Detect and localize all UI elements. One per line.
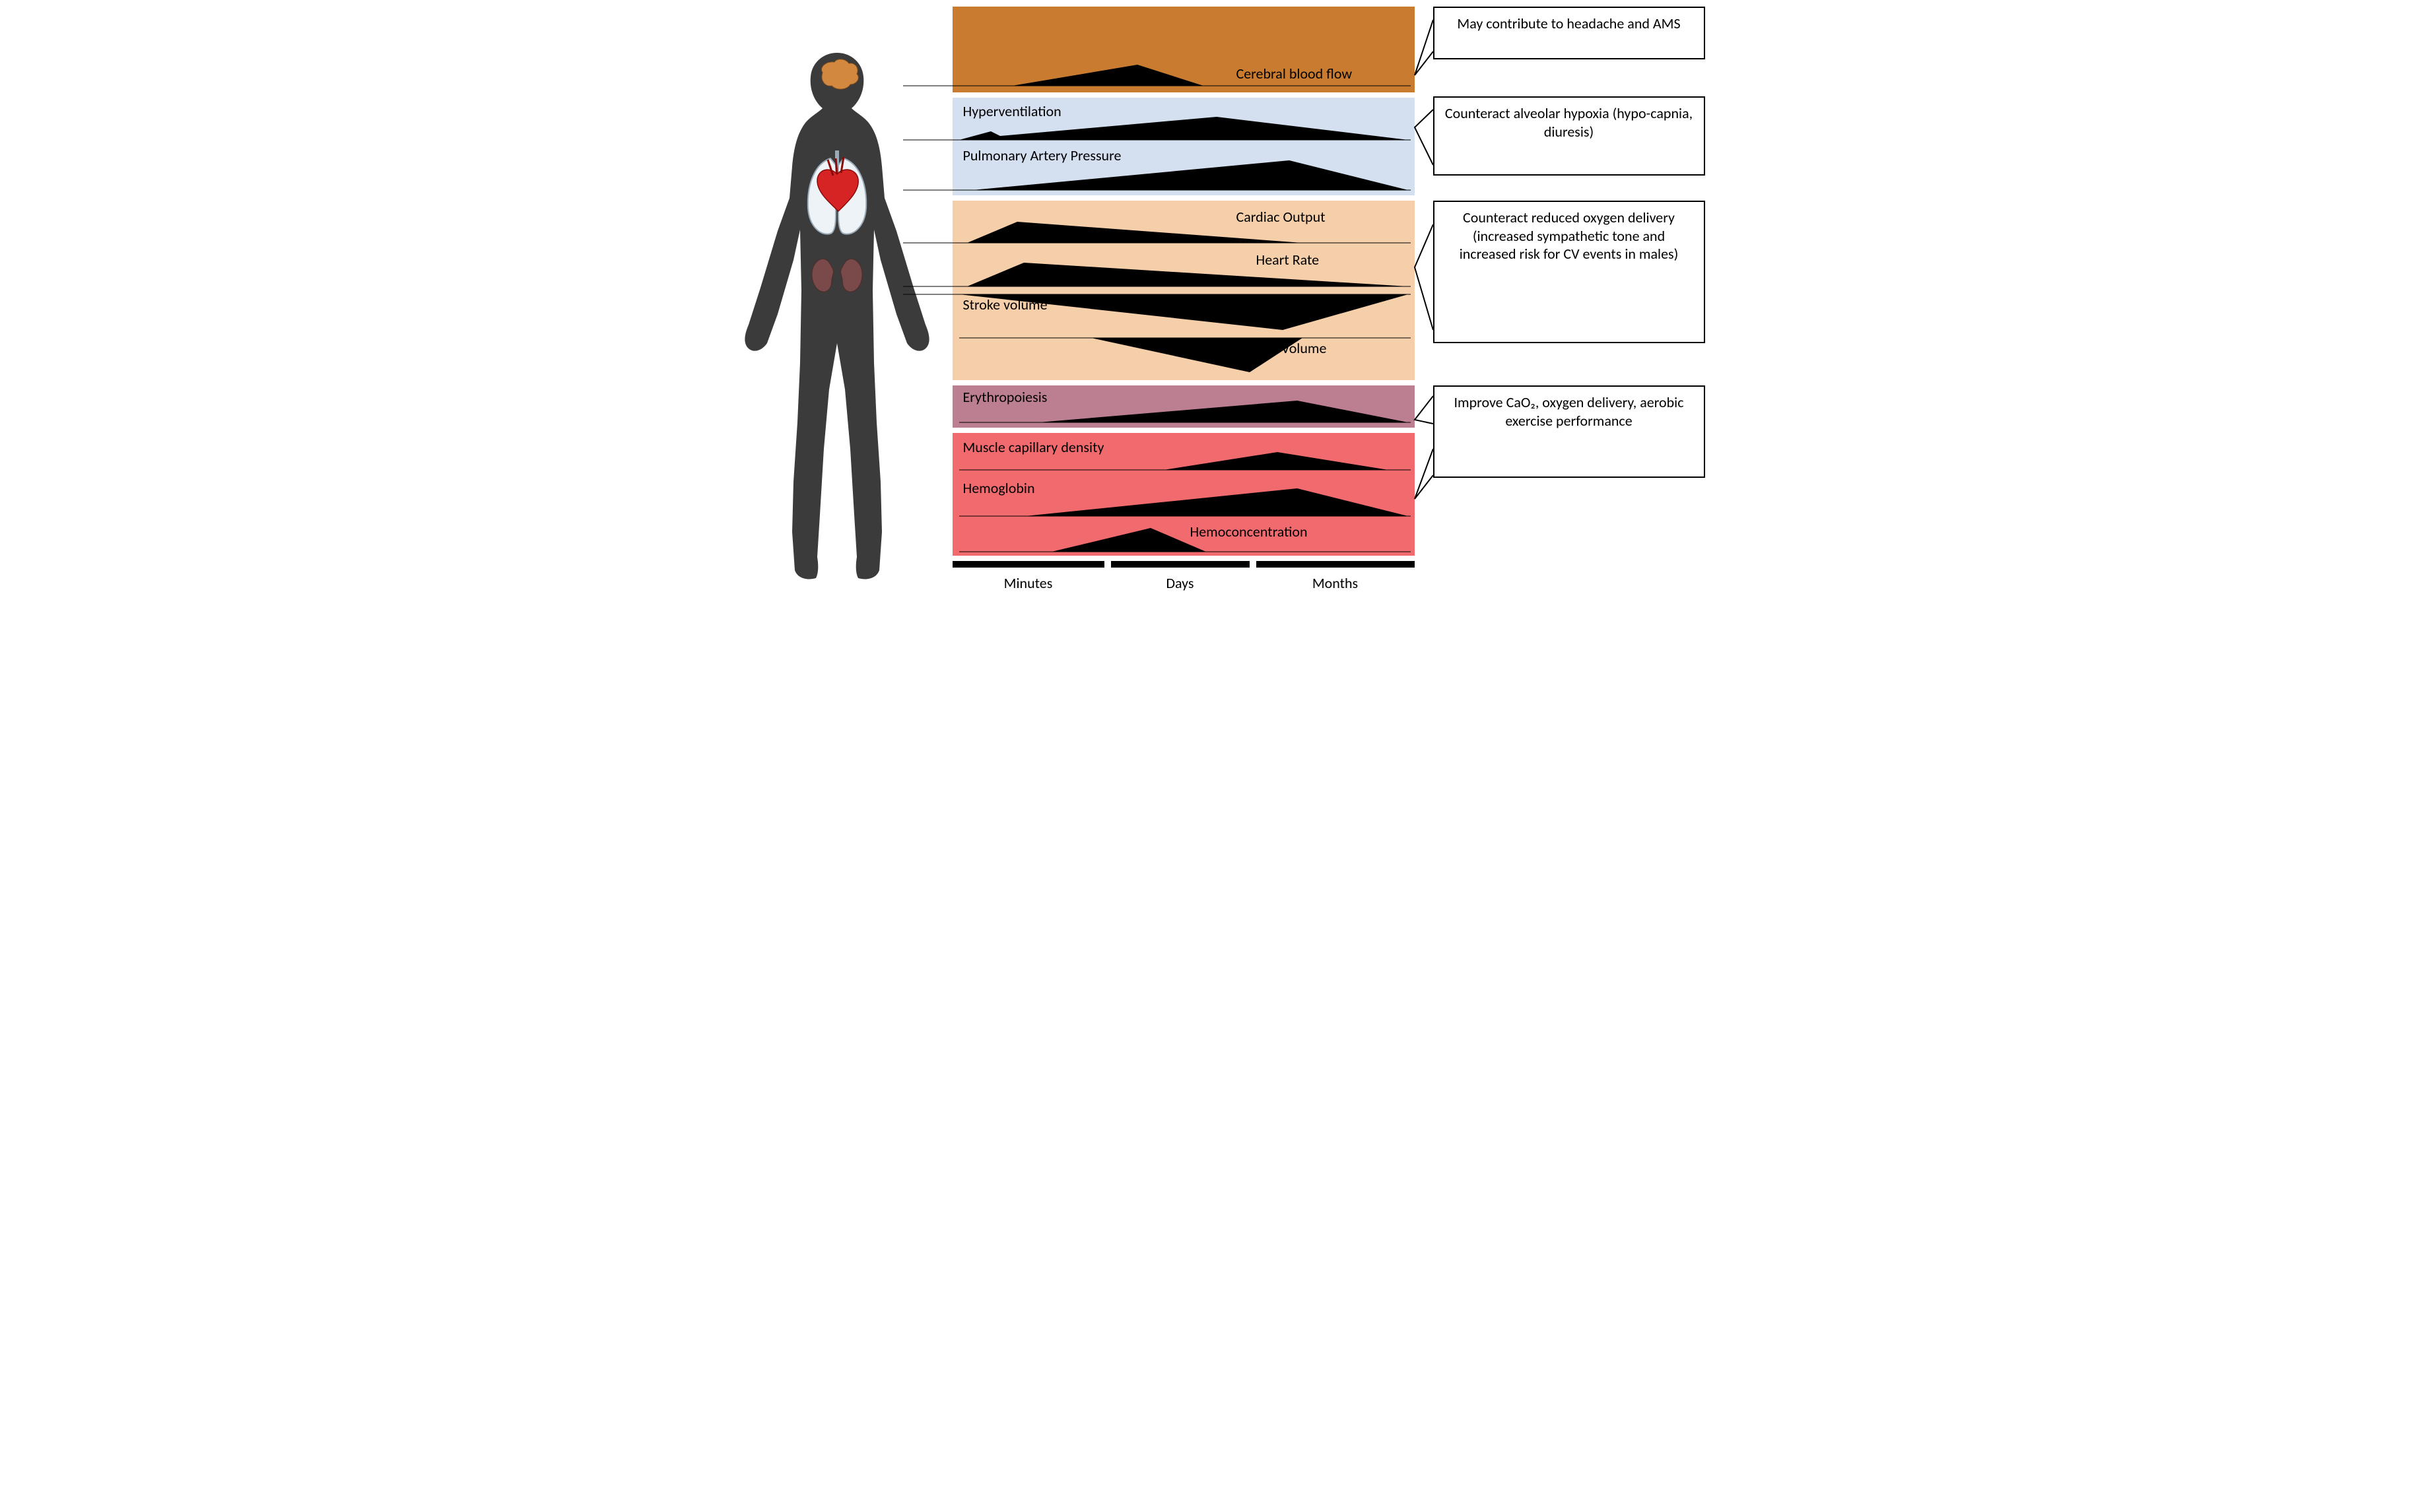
label-capillary_density: Muscle capillary density — [963, 438, 1104, 456]
human-body — [745, 53, 929, 579]
timeline-label-1: Days — [1121, 574, 1240, 592]
label-pap: Pulmonary Artery Pressure — [963, 147, 1122, 164]
label-stroke_volume: Stroke volume — [963, 296, 1048, 313]
timeline-label-0: Minutes — [966, 574, 1091, 592]
label-hyperventilation: Hyperventilation — [963, 102, 1061, 120]
callout-pointer-alveolar — [1415, 110, 1433, 165]
label-plasma_volume: Plasma Volume — [1236, 339, 1327, 357]
callout-alveolar: Counteract alveolar hypoxia (hypo-capnia… — [1433, 96, 1705, 176]
callout-oxygen_delivery: Counteract reduced oxygen delivery (incr… — [1433, 201, 1705, 343]
callout-cao2: Improve CaO₂, oxygen delivery, aerobic e… — [1433, 385, 1705, 478]
label-cerebral_blood_flow: Cerebral blood flow — [1236, 65, 1353, 82]
callout-pointer-ams — [1415, 20, 1433, 75]
kidney-left-icon — [811, 259, 833, 292]
callout-pointer-cao2-b — [1415, 449, 1433, 499]
label-hemoconcentration: Hemoconcentration — [1190, 523, 1308, 541]
callout-ams: May contribute to headache and AMS — [1433, 7, 1705, 59]
silhouette — [745, 53, 929, 579]
timeline-bar-1 — [1111, 561, 1250, 568]
timeline-label-2: Months — [1263, 574, 1408, 592]
callout-pointer-oxygen_delivery — [1415, 224, 1433, 330]
callout-pointer-cao2-a — [1415, 396, 1433, 424]
timeline-bar-0 — [953, 561, 1104, 568]
label-heart_rate: Heart Rate — [1256, 251, 1320, 269]
timeline-bar-2 — [1256, 561, 1415, 568]
label-hemoglobin: Hemoglobin — [963, 479, 1035, 497]
label-cardiac_output: Cardiac Output — [1236, 208, 1326, 226]
label-erythropoiesis: Erythropoiesis — [963, 388, 1048, 406]
kidney-right-icon — [840, 259, 862, 292]
